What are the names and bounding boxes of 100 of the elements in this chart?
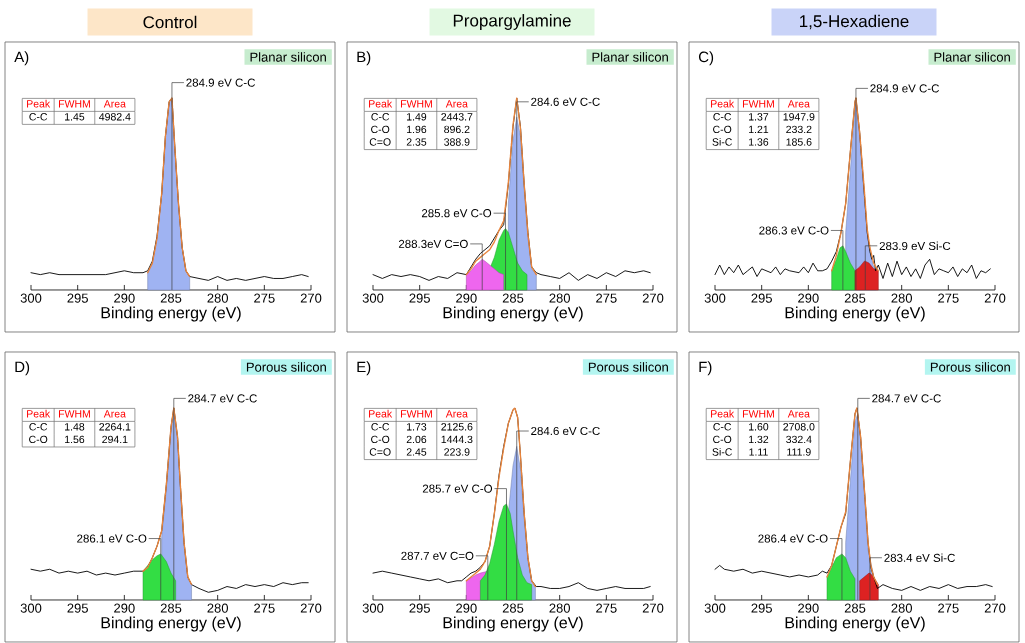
x-tick-label: 270: [642, 293, 664, 303]
annotation: 2.45: [406, 448, 427, 456]
annotation: 1.45: [65, 113, 85, 121]
x-axis-title: Binding energy (eV): [443, 616, 583, 632]
x-tick-label: 285: [160, 603, 182, 613]
annotation: 284.9 eV C-C: [186, 78, 255, 87]
annotation: 1947.9: [783, 113, 815, 121]
x-tick-label: 300: [20, 603, 42, 613]
annotation: C-C: [713, 423, 732, 431]
text: A): [14, 51, 29, 66]
annotation: C-C: [371, 113, 390, 121]
x-axis-title: Binding energy (eV): [443, 306, 583, 322]
annotation: FWHM: [743, 410, 774, 418]
annotation: 284.7 eV C-C: [188, 394, 257, 403]
annotation: 1.21: [749, 125, 769, 133]
x-tick-label: 290: [456, 293, 477, 303]
annotation: Area: [103, 410, 126, 418]
text: D): [15, 361, 30, 376]
annotation: 4982.4: [99, 113, 131, 121]
annotation: 285.8 eV C-O: [421, 209, 492, 218]
annotation: C=O: [369, 138, 391, 146]
annotation: 1.48: [65, 423, 85, 431]
x-tick-label: 270: [984, 293, 1006, 303]
annotation: 2.06: [406, 435, 427, 444]
annotation: Area: [445, 410, 468, 418]
x-tick-label: 290: [114, 293, 135, 303]
annotation: 223.9: [444, 448, 470, 456]
annotation: 1.32: [749, 435, 769, 444]
annotation: 111.9: [787, 448, 811, 456]
x-tick-label: 275: [254, 603, 275, 613]
x-tick-label: 295: [409, 603, 430, 613]
x-tick-label: 295: [67, 603, 88, 613]
x-axis-title: Binding energy (eV): [101, 306, 241, 322]
chart-subtitle: Planar silicon: [934, 52, 1010, 62]
x-tick-label: 275: [938, 293, 959, 303]
x-tick-label: 280: [207, 293, 228, 303]
annotation: Si-C: [712, 138, 732, 146]
annotation: 294.1: [102, 435, 128, 444]
x-tick-label: 280: [207, 603, 228, 613]
annotation: C-C: [29, 113, 48, 121]
annotation: 283.9 eV Si-C: [879, 241, 951, 251]
annotation: 1.36: [749, 138, 769, 146]
x-tick-label: 300: [20, 293, 42, 303]
text: C): [698, 51, 714, 66]
annotation: 233.2: [786, 125, 812, 134]
chart-subtitle: Planar silicon: [592, 52, 668, 62]
x-tick-label: 290: [456, 603, 477, 613]
annotation: Area: [787, 100, 810, 108]
x-tick-label: 275: [596, 293, 617, 303]
x-axis-title: Binding energy (eV): [785, 616, 925, 632]
annotation: Si-C: [712, 447, 732, 456]
x-tick-label: 295: [67, 293, 88, 303]
x-tick-label: 280: [891, 603, 913, 613]
annotation: 1444.3: [441, 435, 473, 444]
annotation: 286.1 eV C-O: [77, 534, 147, 543]
annotation: 1.56: [65, 435, 85, 444]
annotation: 2125.6: [441, 423, 473, 431]
annotation: FWHM: [743, 100, 774, 108]
x-tick-label: 275: [938, 603, 959, 613]
annotation: 1.37: [749, 113, 769, 121]
x-tick-label: 280: [549, 293, 570, 303]
x-tick-label: 270: [642, 603, 664, 613]
annotation: 2264.1: [99, 423, 131, 431]
annotation: FWHM: [401, 410, 432, 418]
annotation: 284.6 eV C-C: [531, 426, 600, 436]
x-tick-label: 290: [114, 603, 135, 613]
chart-title: Control: [143, 15, 197, 29]
annotation: 286.4 eV C-O: [758, 534, 828, 543]
annotation: Peak: [711, 409, 735, 418]
annotation: 1.11: [749, 448, 768, 456]
annotation: 388.9: [444, 138, 470, 146]
annotation: 2443.7: [441, 113, 473, 121]
x-tick-label: 285: [160, 293, 182, 303]
x-tick-label: 270: [300, 603, 322, 613]
x-tick-label: 300: [704, 293, 726, 303]
x-tick-label: 295: [751, 293, 772, 303]
x-tick-label: 285: [502, 293, 524, 303]
annotation: 896.2: [444, 125, 470, 134]
annotation: C-O: [371, 125, 390, 134]
annotation: FWHM: [401, 100, 432, 108]
annotation: 283.4 eV Si-C: [884, 553, 955, 562]
annotation: C-C: [371, 423, 390, 431]
annotation: 284.6 eV C-C: [531, 97, 600, 106]
annotation: 1.60: [749, 423, 769, 431]
annotation: Peak: [369, 99, 393, 108]
annotation: C-O: [713, 125, 732, 134]
text: B): [357, 51, 371, 66]
x-tick-label: 300: [704, 603, 726, 613]
annotation: C-C: [29, 423, 48, 431]
annotation: 284.7 eV C-C: [872, 394, 941, 403]
x-tick-label: 275: [596, 603, 617, 613]
annotation: 332.4: [786, 435, 812, 444]
annotation: 2.35: [406, 138, 427, 146]
chart-subtitle: Porous silicon: [930, 362, 1010, 372]
annotation: C=O: [369, 448, 391, 456]
x-tick-label: 290: [798, 293, 819, 303]
x-tick-label: 280: [891, 293, 913, 303]
annotation: Area: [103, 100, 126, 108]
x-tick-label: 295: [409, 293, 430, 303]
x-tick-label: 295: [751, 603, 772, 613]
